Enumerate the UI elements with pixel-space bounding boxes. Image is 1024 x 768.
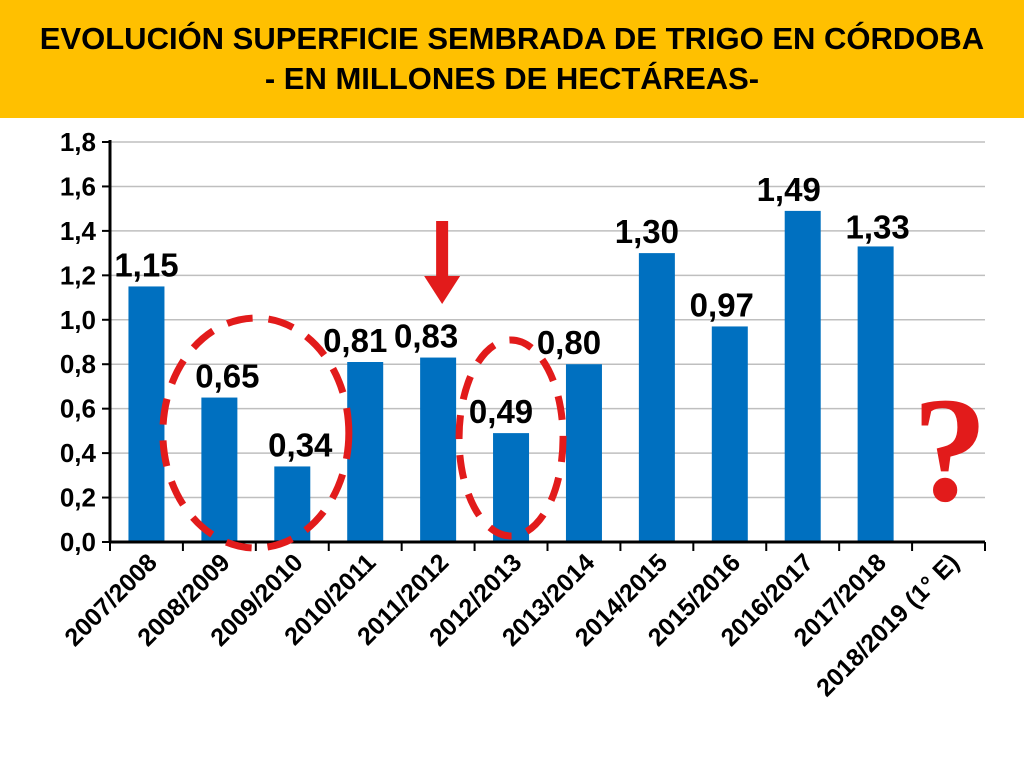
bar-2016-2017 bbox=[784, 210, 821, 542]
bar-2009-2010 bbox=[274, 466, 311, 542]
data-label: 0,49 bbox=[469, 393, 533, 430]
bar-2012-2013 bbox=[493, 433, 530, 542]
bar-2010-2011 bbox=[347, 362, 384, 542]
data-label: 0,81 bbox=[323, 322, 387, 359]
bar-2015-2016 bbox=[711, 326, 748, 542]
data-label: 1,15 bbox=[114, 246, 178, 283]
data-label: 0,80 bbox=[537, 324, 601, 361]
bar-2014-2015 bbox=[638, 253, 675, 542]
y-tick-label: 0,6 bbox=[60, 394, 96, 424]
gridlines bbox=[110, 141, 985, 499]
data-label: 0,34 bbox=[268, 426, 333, 463]
data-label: 1,30 bbox=[615, 213, 679, 250]
bar-chart: 0,00,20,40,60,81,01,21,41,61,81,150,650,… bbox=[59, 127, 988, 702]
highlight-ellipse bbox=[455, 336, 567, 540]
bar-2007-2008 bbox=[128, 286, 165, 542]
y-tick-label: 1,4 bbox=[60, 216, 97, 246]
title-banner: EVOLUCIÓN SUPERFICIE SEMBRADA DE TRIGO E… bbox=[0, 0, 1024, 118]
data-label: 0,97 bbox=[690, 286, 754, 323]
question-mark: ? bbox=[913, 367, 988, 533]
arrow-shaft bbox=[436, 221, 449, 277]
y-tick-label: 0,0 bbox=[60, 527, 96, 557]
chart-title: EVOLUCIÓN SUPERFICIE SEMBRADA DE TRIGO E… bbox=[39, 21, 985, 56]
y-tick-label: 0,8 bbox=[60, 349, 96, 379]
y-tick-label: 1,0 bbox=[60, 305, 96, 335]
down-arrow-icon bbox=[424, 276, 461, 304]
annotations: ? bbox=[159, 221, 988, 552]
axes bbox=[102, 140, 986, 551]
data-label: 0,83 bbox=[394, 318, 458, 355]
bar-2013-2014 bbox=[565, 364, 602, 542]
data-label: 1,49 bbox=[757, 171, 821, 208]
y-tick-label: 0,4 bbox=[60, 438, 97, 468]
y-tick-label: 1,2 bbox=[60, 260, 96, 290]
chart-subtitle: - EN MILLONES DE HECTÁREAS- bbox=[264, 61, 760, 96]
data-label: 0,65 bbox=[195, 358, 259, 395]
labels: 0,00,20,40,60,81,01,21,41,61,81,150,650,… bbox=[59, 127, 964, 702]
highlight-ellipse bbox=[159, 314, 353, 552]
y-tick-label: 1,6 bbox=[60, 171, 96, 201]
bar-2011-2012 bbox=[420, 357, 457, 542]
bar-2017-2018 bbox=[857, 246, 894, 542]
y-tick-label: 0,2 bbox=[60, 483, 96, 513]
data-label: 1,33 bbox=[846, 208, 910, 245]
y-tick-label: 1,8 bbox=[60, 127, 96, 157]
bars bbox=[128, 210, 894, 542]
bar-2008-2009 bbox=[201, 397, 238, 542]
